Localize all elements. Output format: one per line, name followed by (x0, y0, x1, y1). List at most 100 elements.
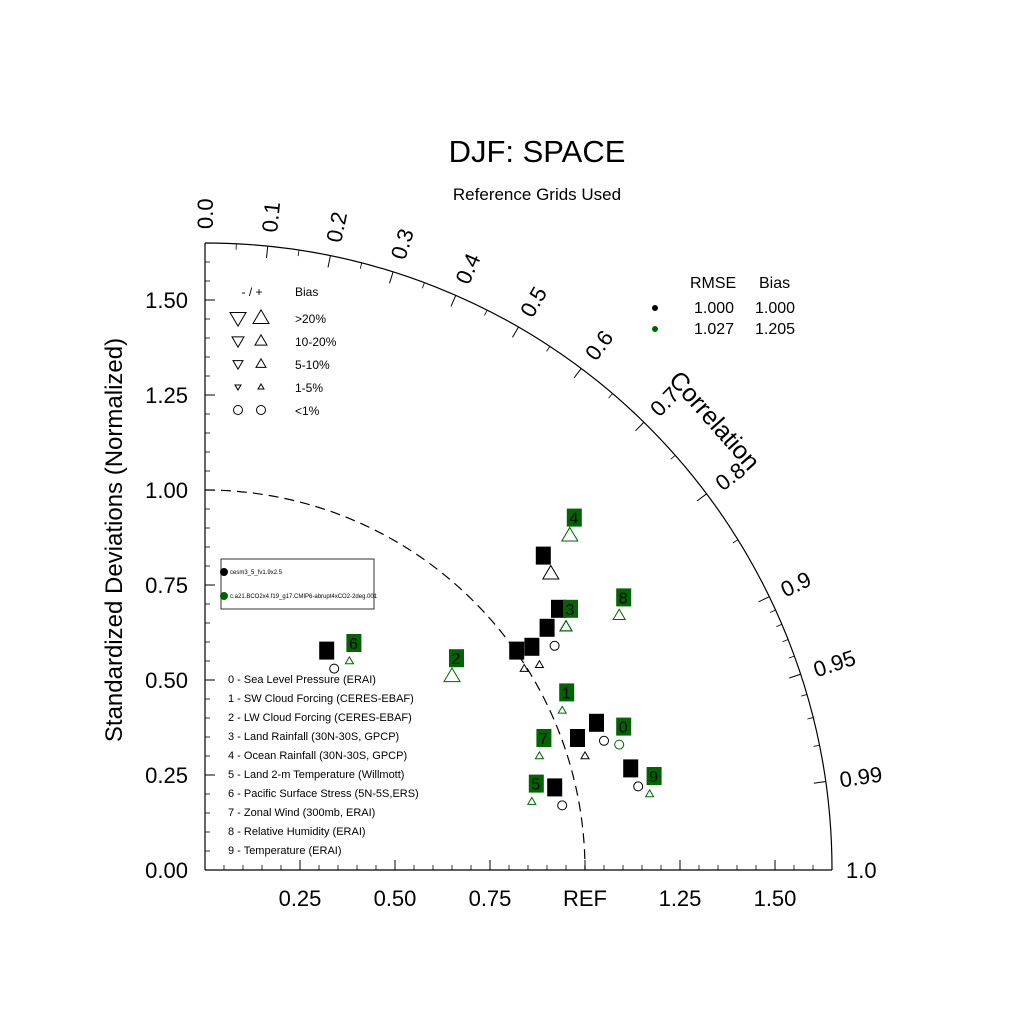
corr-minor-tick (297, 250, 300, 257)
data-point (443, 667, 461, 683)
data-label-text: 3 (554, 602, 563, 619)
bias-legend-bias-header: Bias (295, 285, 318, 299)
bias-legend-up-icon (255, 357, 267, 368)
y-tick-label: 0.50 (145, 668, 188, 693)
data-point-label: 9 (623, 759, 639, 778)
bias-legend-up-icon (254, 333, 268, 346)
data-label-text: 4 (569, 511, 578, 528)
data-point-label: 2 (449, 649, 464, 668)
corr-tick (635, 421, 645, 432)
data-label-box (319, 641, 335, 660)
case-legend-marker (220, 568, 228, 576)
variable-legend-item: 4 - Ocean Rainfall (30N-30S, GPCP) (228, 750, 407, 762)
rmse-header: RMSE (690, 275, 736, 292)
data-label-text: 8 (619, 590, 628, 607)
corr-tick (512, 326, 519, 338)
corr-minor-tick (801, 694, 808, 697)
reference-arc (204, 489, 586, 871)
data-point (519, 663, 530, 672)
corr-tick-label: 0.9 (777, 566, 815, 602)
rmse-bias-header: Bias (759, 275, 790, 292)
data-point (541, 564, 560, 580)
corr-minor-tick (813, 744, 820, 747)
data-point (534, 659, 545, 669)
data-point (612, 608, 627, 620)
data-point-label: 9 (646, 767, 662, 786)
data-label-text: 7 (573, 731, 582, 748)
case-legend-marker (220, 592, 228, 600)
data-label-box (566, 508, 582, 527)
chart-subtitle: Reference Grids Used (453, 185, 621, 204)
data-label-box (623, 759, 639, 778)
data-label-text: 5 (531, 777, 540, 794)
x-tick-label: 0.25 (279, 886, 322, 911)
case-legend-box (220, 558, 375, 610)
y-tick-label: 0.00 (145, 858, 188, 883)
data-point-label: 4 (566, 508, 582, 528)
y-tick-label: 0.25 (145, 763, 188, 788)
data-label-box (589, 713, 604, 732)
bias-legend-down-icon (229, 312, 247, 328)
data-point-label: 5 (528, 774, 544, 794)
corr-tick-label: 0.95 (810, 645, 858, 682)
data-label-box (509, 641, 525, 660)
data-point-label: 8 (616, 588, 632, 607)
chart-title: DJF: SPACE (449, 134, 626, 169)
data-point (644, 788, 655, 798)
case-legend-name: cesm3_5_fv1.9x2.5 (230, 570, 283, 576)
data-point-label: 7 (536, 729, 552, 748)
corr-tick (266, 246, 269, 259)
data-point-label: 4 (535, 546, 551, 566)
data-label-text: 2 (542, 621, 551, 638)
data-point (534, 750, 545, 760)
x-tick-label: 0.75 (469, 886, 512, 911)
data-label-text: 0 (619, 720, 628, 737)
data-point (344, 655, 355, 665)
variable-legend-item: 8 - Relative Humidity (ERAI) (228, 826, 366, 838)
corr-minor-tick (421, 282, 425, 289)
corr-tick-label: 0.6 (580, 326, 618, 365)
data-point (614, 739, 625, 750)
rmse-value: 1.000 (694, 300, 734, 317)
bias-legend-down-icon (232, 360, 244, 371)
data-point-label: 3 (551, 599, 566, 619)
variable-legend-item: 9 - Temperature (ERAI) (228, 845, 342, 857)
data-point (559, 619, 573, 632)
bias-value: 1.205 (755, 321, 795, 338)
corr-tick-label: 0.5 (515, 282, 552, 321)
rmse-row-marker (652, 326, 658, 332)
data-label-box (563, 599, 578, 618)
variable-legend-item: 7 - Zonal Wind (300mb, ERAI) (228, 807, 375, 819)
corr-minor-tick (769, 609, 776, 613)
data-point (559, 619, 573, 632)
bias-legend-row: 1-5% (295, 381, 323, 395)
bias-value: 1.000 (755, 300, 795, 317)
corr-tick-label: 0.99 (838, 762, 884, 793)
corr-minor-tick (807, 717, 814, 720)
corr-tick (389, 271, 394, 284)
corr-tick (813, 781, 826, 784)
x-tick-label: 1.50 (754, 886, 797, 911)
bias-legend-up-icon (252, 308, 270, 324)
corr-minor-tick (484, 309, 488, 316)
data-label-text: 6 (349, 636, 358, 653)
corr-tick-label: 0.3 (386, 226, 419, 263)
x-tick-label: 1.25 (659, 886, 702, 911)
data-point-label: 6 (346, 634, 362, 653)
x-tick-label: REF (563, 886, 607, 911)
data-label-box (524, 637, 540, 656)
bias-legend-down-icon (234, 384, 242, 392)
data-point-label: 2 (539, 618, 555, 638)
data-label-box (646, 767, 662, 785)
corr-minor-tick (608, 393, 613, 399)
corr-tick (450, 295, 457, 307)
corr-tick (789, 673, 801, 679)
data-label-text: 2 (452, 651, 461, 668)
data-label-box (535, 546, 551, 565)
y-axis-label: Standardized Deviations (Normalized) (101, 338, 128, 742)
rmse-row-marker (652, 305, 658, 311)
data-label-text: 4 (538, 549, 547, 566)
data-label-text: 9 (626, 761, 635, 778)
corr-tick-label: 1.0 (846, 858, 877, 883)
